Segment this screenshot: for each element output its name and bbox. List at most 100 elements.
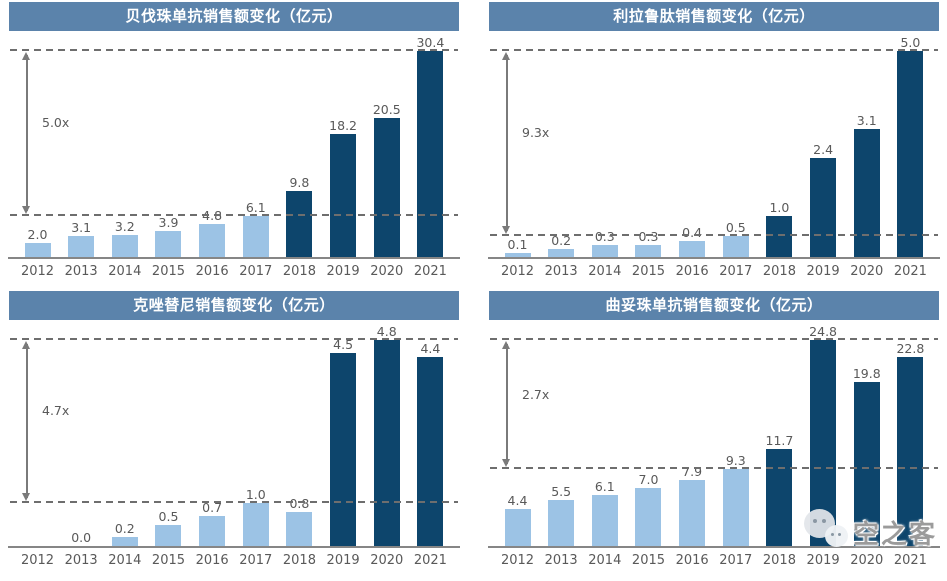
bar-value-label: 11.7: [765, 433, 794, 448]
bar-value-label: 0.2: [551, 233, 572, 248]
x-axis-label: 2014: [588, 553, 622, 568]
bar-column: 1.0: [235, 487, 276, 546]
bar-value-label: 0.4: [682, 225, 703, 240]
bar-column: 5.0: [890, 35, 931, 257]
bar: [242, 216, 269, 257]
bar-column: 0.8: [279, 496, 320, 546]
reference-line-top: [490, 338, 938, 340]
bar-value-label: 1.0: [245, 487, 266, 502]
arrow-head-up-icon: [22, 341, 30, 349]
x-axis-label: 2020: [850, 264, 884, 279]
x-axis-label: 2018: [762, 553, 796, 568]
reference-line-bottom: [490, 234, 938, 236]
x-axis: 2012 2013 2014 2015 2016 2017 2018 2019 2020 2021: [8, 264, 460, 279]
bar: [591, 245, 618, 257]
bar: [897, 357, 924, 546]
bar-value-label: 0.3: [638, 229, 659, 244]
wechat-icon-small-bubble: [825, 525, 848, 547]
x-axis-label: 2015: [631, 553, 666, 568]
bar-column: 3.2: [104, 219, 145, 257]
x-axis-label: 2017: [239, 553, 273, 568]
range-arrow: [20, 341, 33, 501]
x-axis-label: 2018: [762, 264, 796, 279]
bar: [417, 51, 444, 257]
bar: [373, 340, 400, 546]
x-axis: 2012 2013 2014 2015 2016 2017 2018 2019 2020 2021: [8, 553, 460, 568]
bar-value-label: 2.0: [27, 227, 48, 242]
bar: [286, 512, 313, 546]
arrow-shaft: [506, 55, 508, 231]
ratio-annotation: 2.7x: [522, 387, 550, 402]
x-axis-label: 2021: [893, 264, 927, 279]
arrow-head-down-icon: [502, 226, 510, 234]
bar-value-label: 0.8: [289, 496, 310, 511]
bar: [504, 509, 531, 546]
chart-plot-area: 0.1 0.2 0.3 0.3 0.4 0.5 1.0 2.4 3.1 5.0 9.3x: [488, 31, 940, 259]
reference-line-bottom: [10, 501, 458, 503]
bar-column: 7.9: [672, 464, 713, 546]
bar: [417, 357, 444, 546]
bar-value-label: 18.2: [329, 118, 358, 133]
bar-column: 0.2: [104, 521, 145, 546]
ratio-annotation: 4.7x: [42, 403, 70, 418]
bar: [242, 503, 269, 546]
bar: [853, 382, 880, 546]
bar-value-label: 5.0: [900, 35, 921, 50]
bars-group: 0.1 0.2 0.3 0.3 0.4 0.5 1.0 2.4 3.1 5.0: [488, 31, 940, 257]
range-arrow: [20, 52, 33, 214]
bar: [722, 236, 749, 257]
bar-value-label: 19.8: [852, 366, 881, 381]
bar: [810, 158, 837, 257]
reference-line-bottom: [490, 467, 938, 469]
bar: [68, 236, 95, 257]
bar: [199, 516, 226, 546]
reference-line-top: [10, 338, 458, 340]
bar-column: 19.8: [846, 366, 887, 546]
bar: [199, 224, 226, 257]
x-axis-label: 2021: [413, 264, 447, 279]
bar-column: 9.8: [279, 175, 320, 257]
bar-column: 4.8: [192, 208, 233, 257]
bar: [155, 231, 182, 257]
x-axis-label: 2014: [108, 553, 142, 568]
bar-value-label: 0.2: [114, 521, 135, 536]
x-axis-label: 2019: [806, 264, 840, 279]
arrow-head-up-icon: [502, 341, 510, 349]
bar-value-label: 0.0: [71, 530, 92, 545]
bar-column: 4.4: [497, 493, 538, 546]
x-axis-label: 2016: [195, 553, 229, 568]
chart-panel-trastuzumab: 曲妥珠单抗销售额变化（亿元） 4.4 5.5 6.1 7.0 7.9 9.3 11.7 24.…: [488, 291, 940, 572]
x-axis-label: 2014: [588, 264, 622, 279]
x-axis-label: 2013: [544, 264, 578, 279]
reference-line-top: [490, 49, 938, 51]
bar-value-label: 4.4: [420, 341, 441, 356]
bar-column: 6.1: [235, 200, 276, 257]
bar-value-label: 4.4: [507, 493, 528, 508]
arrow-shaft: [506, 344, 508, 464]
bar-column: 0.1: [497, 237, 538, 257]
bar: [111, 235, 138, 257]
bar: [548, 500, 575, 546]
arrow-head-up-icon: [22, 52, 30, 60]
chart-title: 贝伐珠单抗销售额变化（亿元）: [9, 2, 459, 31]
bar-value-label: 20.5: [372, 102, 401, 117]
bar-value-label: 2.4: [813, 142, 834, 157]
chart-panel-liraglutide: 利拉鲁肽销售额变化（亿元） 0.1 0.2 0.3 0.3 0.4 0.5 1.0 2.4 3.…: [488, 2, 940, 283]
bar-value-label: 0.5: [725, 220, 746, 235]
bar-column: 6.1: [584, 479, 625, 546]
reference-line-bottom: [10, 214, 458, 216]
chart-title: 利拉鲁肽销售额变化（亿元）: [489, 2, 939, 31]
chart-panel-bevacizumab: 贝伐珠单抗销售额变化（亿元） 2.0 3.1 3.2 3.9 4.8 6.1 9.8 18.2…: [8, 2, 460, 283]
bar: [155, 525, 182, 546]
bar: [635, 488, 662, 546]
bar-column: 4.4: [410, 341, 451, 546]
bar: [853, 129, 880, 257]
ratio-annotation: 5.0x: [42, 115, 70, 130]
bar-value-label: 24.8: [809, 324, 838, 339]
bar-column: 3.9: [148, 215, 189, 257]
x-axis-label: 2016: [195, 264, 229, 279]
wechat-icon-eye: [838, 533, 841, 536]
ratio-annotation: 9.3x: [522, 125, 550, 140]
bar-value-label: 0.5: [158, 509, 179, 524]
